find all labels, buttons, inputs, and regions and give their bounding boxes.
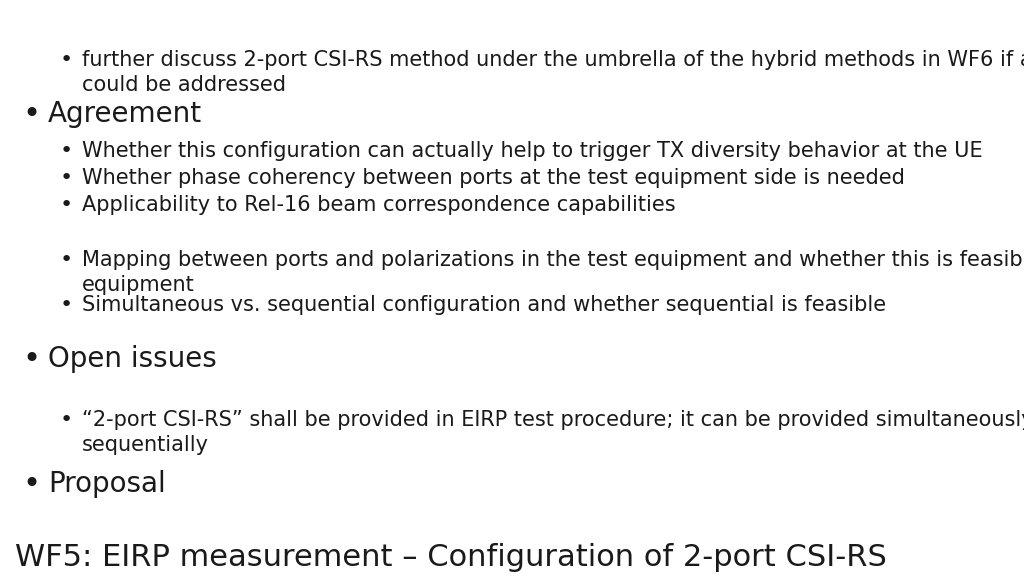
Text: Whether phase coherency between ports at the test equipment side is needed: Whether phase coherency between ports at… bbox=[82, 168, 905, 188]
Text: •: • bbox=[60, 250, 74, 270]
Text: Simultaneous vs. sequential configuration and whether sequential is feasible: Simultaneous vs. sequential configuratio… bbox=[82, 295, 886, 315]
Text: Open issues: Open issues bbox=[48, 345, 217, 373]
Text: •: • bbox=[22, 345, 40, 374]
Text: Whether this configuration can actually help to trigger TX diversity behavior at: Whether this configuration can actually … bbox=[82, 141, 983, 161]
Text: •: • bbox=[60, 195, 74, 215]
Text: •: • bbox=[60, 141, 74, 161]
Text: •: • bbox=[22, 470, 40, 499]
Text: •: • bbox=[60, 168, 74, 188]
Text: “2-port CSI-RS” shall be provided in EIRP test procedure; it can be provided sim: “2-port CSI-RS” shall be provided in EIR… bbox=[82, 410, 1024, 455]
Text: Mapping between ports and polarizations in the test equipment and whether this i: Mapping between ports and polarizations … bbox=[82, 250, 1024, 295]
Text: Agreement: Agreement bbox=[48, 100, 202, 128]
Text: further discuss 2-port CSI-RS method under the umbrella of the hybrid methods in: further discuss 2-port CSI-RS method und… bbox=[82, 50, 1024, 95]
Text: Proposal: Proposal bbox=[48, 470, 166, 498]
Text: •: • bbox=[60, 50, 74, 70]
Text: •: • bbox=[60, 295, 74, 315]
Text: •: • bbox=[60, 410, 74, 430]
Text: •: • bbox=[22, 100, 40, 129]
Text: Applicability to Rel-16 beam correspondence capabilities: Applicability to Rel-16 beam corresponde… bbox=[82, 195, 676, 215]
Text: WF5: EIRP measurement – Configuration of 2-port CSI-RS: WF5: EIRP measurement – Configuration of… bbox=[15, 543, 887, 572]
